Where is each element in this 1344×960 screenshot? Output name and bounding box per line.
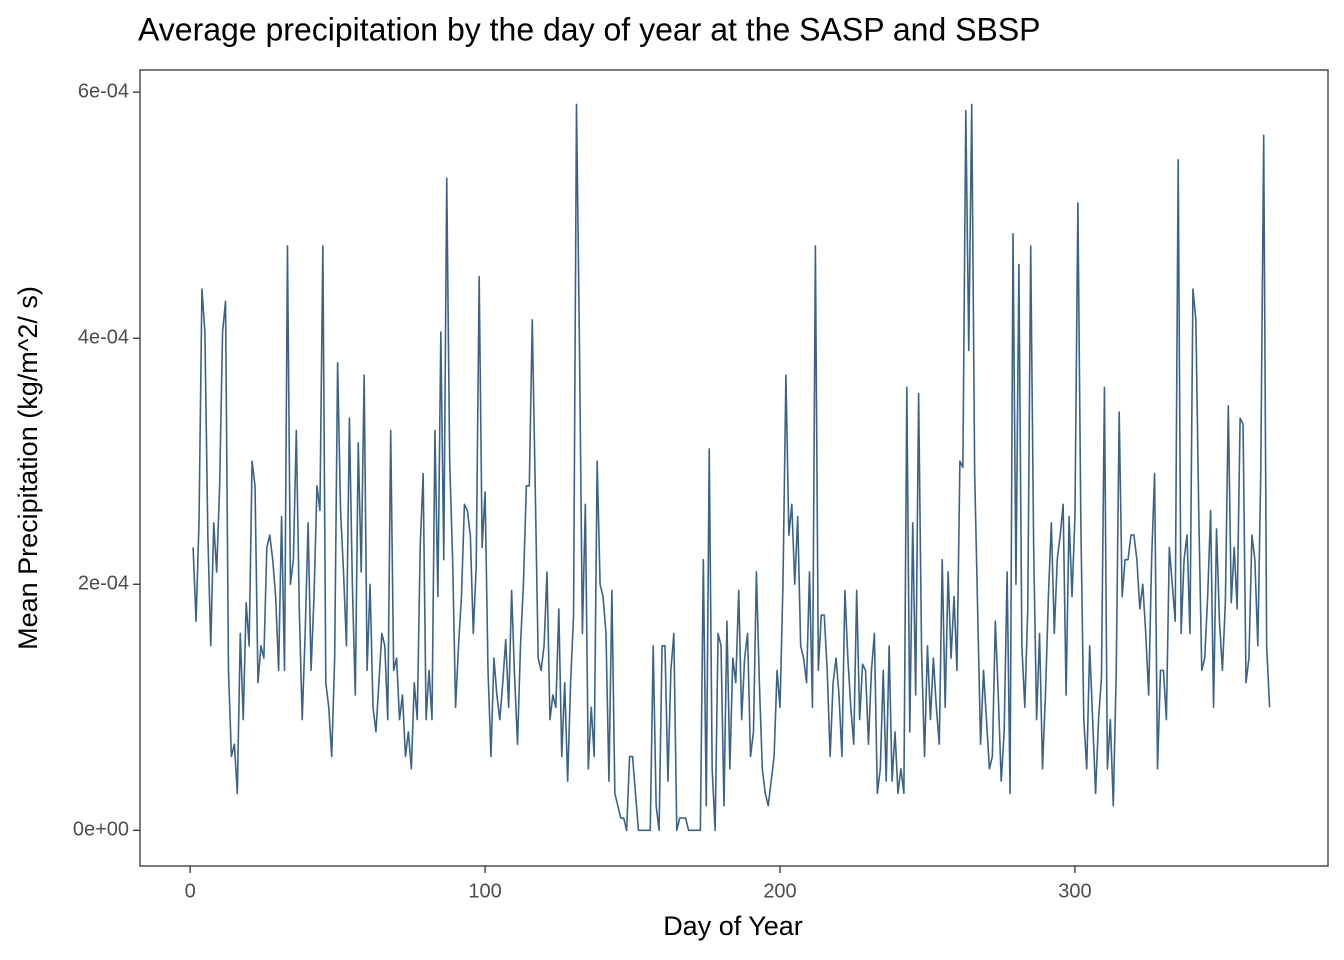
y-tick-label: 0e+00: [73, 819, 129, 841]
x-tick-label: 300: [1058, 880, 1091, 902]
chart-title: Average precipitation by the day of year…: [138, 11, 1041, 47]
x-axis-label: Day of Year: [663, 911, 803, 941]
data-line: [192, 103, 1271, 832]
x-tick-label: 0: [185, 880, 196, 902]
y-tick-label: 4e-04: [78, 326, 129, 348]
plot-panel: [139, 69, 1329, 867]
x-tick-label: 200: [763, 880, 796, 902]
y-tick-label: 2e-04: [78, 573, 129, 595]
y-tick-label: 6e-04: [78, 80, 129, 102]
y-axis-label: Mean Precipitation (kg/m^2/ s): [13, 286, 43, 650]
x-tick-label: 100: [468, 880, 501, 902]
